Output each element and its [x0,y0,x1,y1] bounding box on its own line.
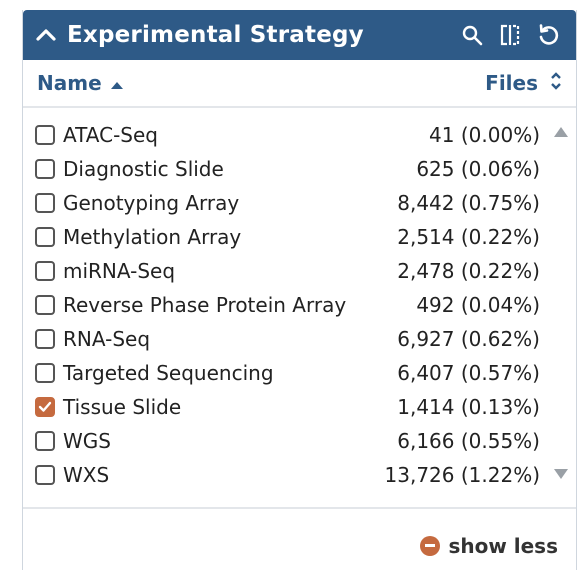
panel-title: Experimental Strategy [67,22,364,48]
item-count: 625 (0.06%) [416,157,540,181]
strategy-list: ATAC-Seq 41 (0.00%) Diagnostic Slide 625… [23,118,576,492]
chevron-up-icon[interactable] [35,24,57,46]
item-count: 8,442 (0.75%) [397,191,540,215]
scroll-up-arrow-icon[interactable] [554,127,568,137]
list-item[interactable]: RNA-Seq 6,927 (0.62%) [23,322,576,356]
reset-icon[interactable] [536,23,560,47]
item-label: WGS [63,429,111,453]
header-tools [460,23,560,47]
list-item[interactable]: Tissue Slide 1,414 (0.13%) [23,390,576,424]
scroll-down-arrow-icon[interactable] [554,469,568,479]
minus-circle-icon [420,535,441,556]
item-label: Diagnostic Slide [63,157,224,181]
checkbox[interactable] [35,465,55,485]
item-count: 41 (0.00%) [429,123,540,147]
list-item[interactable]: ATAC-Seq 41 (0.00%) [23,118,576,152]
item-label: WXS [63,463,110,487]
list-item[interactable]: Genotyping Array 8,442 (0.75%) [23,186,576,220]
show-less-label: show less [448,533,558,558]
item-count: 492 (0.04%) [416,293,540,317]
name-column-sort[interactable]: Name [37,71,485,95]
item-count: 6,166 (0.55%) [397,429,540,453]
item-label: Methylation Array [63,225,242,249]
item-label: Genotyping Array [63,191,240,215]
files-column-label: Files [485,71,538,95]
list-item[interactable]: miRNA-Seq 2,478 (0.22%) [23,254,576,288]
checkbox[interactable] [35,159,55,179]
list-item[interactable]: Methylation Array 2,514 (0.22%) [23,220,576,254]
checkmark-icon [38,401,52,412]
list-item[interactable]: Reverse Phase Protein Array 492 (0.04%) [23,288,576,322]
checkbox[interactable] [35,261,55,281]
list-item[interactable]: Targeted Sequencing 6,407 (0.57%) [23,356,576,390]
checkbox[interactable] [35,363,55,383]
item-label: Targeted Sequencing [63,361,274,385]
item-count: 6,407 (0.57%) [397,361,540,385]
item-count: 13,726 (1.22%) [384,463,540,487]
item-label: ATAC-Seq [63,123,158,147]
item-label: Reverse Phase Protein Array [63,293,347,317]
experimental-strategy-panel: Experimental Strategy Name Files [22,10,577,570]
sort-asc-icon [110,71,124,95]
list-item[interactable]: WGS 6,166 (0.55%) [23,424,576,458]
item-count: 2,514 (0.22%) [397,225,540,249]
column-header: Name Files [23,60,576,108]
list-item[interactable]: Diagnostic Slide 625 (0.06%) [23,152,576,186]
sort-both-icon [550,70,562,97]
checkbox[interactable] [35,193,55,213]
item-count: 6,927 (0.62%) [397,327,540,351]
checkbox-checked[interactable] [35,397,55,417]
checkbox[interactable] [35,125,55,145]
checkbox[interactable] [35,295,55,315]
item-label: Tissue Slide [63,395,182,419]
checkbox[interactable] [35,329,55,349]
item-count: 1,414 (0.13%) [397,395,540,419]
item-label: miRNA-Seq [63,259,176,283]
search-icon[interactable] [460,23,484,47]
item-count: 2,478 (0.22%) [397,259,540,283]
item-label: RNA-Seq [63,327,151,351]
checkbox[interactable] [35,431,55,451]
column-toggle-icon[interactable] [498,23,522,47]
list-item[interactable]: WXS 13,726 (1.22%) [23,458,576,492]
name-column-label: Name [37,71,102,95]
panel-header: Experimental Strategy [23,10,576,60]
files-column-sort[interactable]: Files [485,70,562,97]
panel-footer: show less [23,507,576,572]
show-less-button[interactable]: show less [420,534,558,558]
checkbox[interactable] [35,227,55,247]
